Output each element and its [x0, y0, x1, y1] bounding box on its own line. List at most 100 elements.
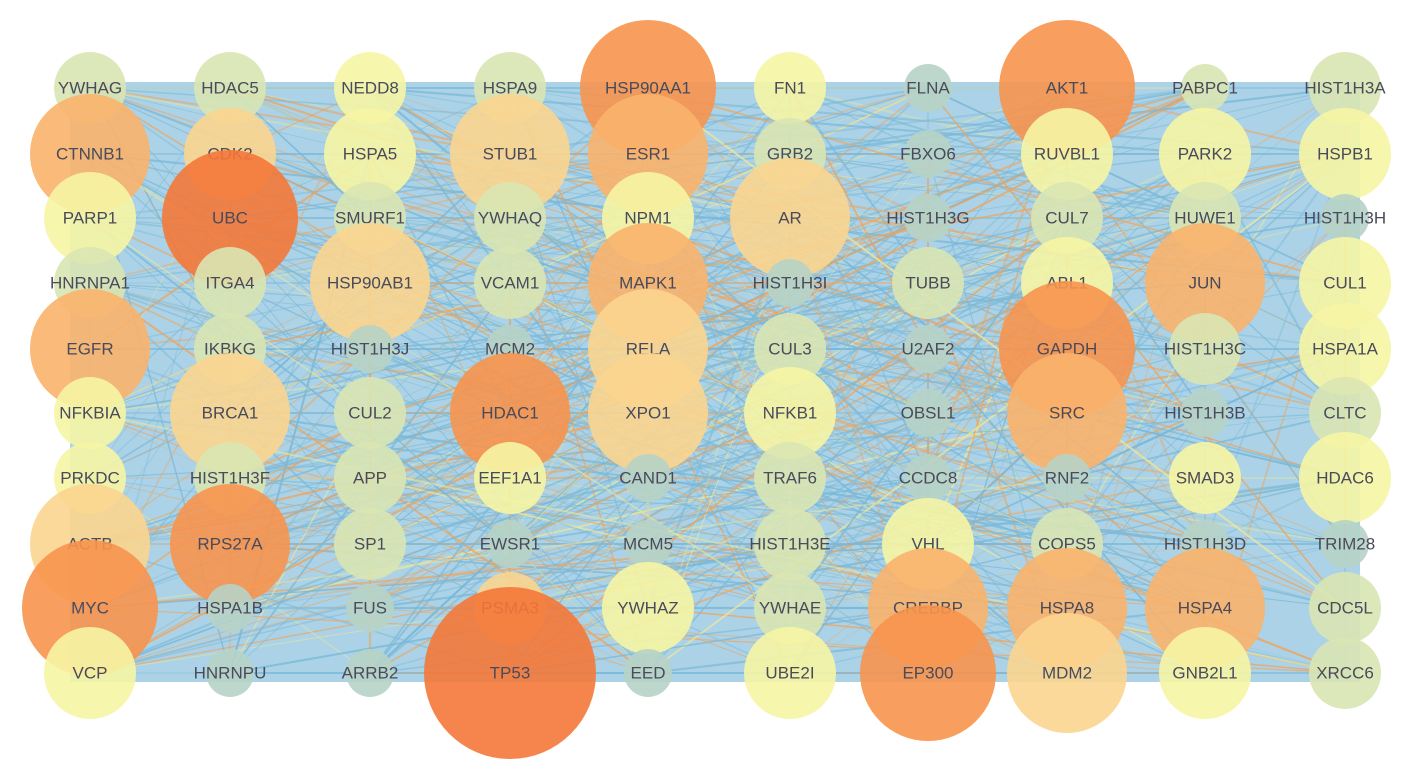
network-node[interactable]: VCP: [44, 627, 136, 719]
network-node[interactable]: SRC: [1007, 353, 1127, 473]
network-node[interactable]: HSPA1A: [1299, 303, 1391, 395]
node-circle[interactable]: [162, 150, 298, 286]
network-node[interactable]: AR: [730, 158, 850, 278]
network-node[interactable]: SMAD3: [1169, 442, 1241, 514]
network-node[interactable]: YWHAZ: [602, 562, 694, 654]
network-node[interactable]: MDM2: [1007, 613, 1127, 733]
node-circle[interactable]: [1299, 108, 1391, 200]
network-node[interactable]: APP: [334, 442, 406, 514]
node-circle[interactable]: [334, 52, 406, 124]
node-circle[interactable]: [450, 94, 570, 214]
node-circle[interactable]: [346, 584, 394, 632]
node-circle[interactable]: [346, 325, 394, 373]
network-node[interactable]: HSPB1: [1299, 108, 1391, 200]
node-circle[interactable]: [334, 442, 406, 514]
network-node[interactable]: ITGA4: [194, 247, 266, 319]
network-node[interactable]: HSPA4: [1145, 548, 1265, 668]
node-circle[interactable]: [904, 389, 952, 437]
node-circle[interactable]: [1007, 613, 1127, 733]
network-node[interactable]: CDC5L: [1309, 572, 1381, 644]
node-circle[interactable]: [1169, 442, 1241, 514]
node-circle[interactable]: [588, 353, 708, 473]
network-node[interactable]: NFKBIA: [54, 377, 126, 449]
network-node[interactable]: TRAF6: [754, 442, 826, 514]
node-circle[interactable]: [892, 247, 964, 319]
node-circle[interactable]: [54, 377, 126, 449]
node-circle[interactable]: [754, 442, 826, 514]
network-node[interactable]: STUB1: [450, 94, 570, 214]
node-circle[interactable]: [334, 377, 406, 449]
node-circle[interactable]: [22, 540, 158, 676]
node-circle[interactable]: [474, 182, 546, 254]
network-node[interactable]: NEDD8: [334, 52, 406, 124]
network-node[interactable]: HIST1H3B: [1164, 389, 1246, 437]
network-node[interactable]: HNRNPU: [194, 649, 267, 697]
node-circle[interactable]: [1007, 353, 1127, 473]
node-circle[interactable]: [1321, 194, 1369, 242]
node-circle[interactable]: [486, 520, 534, 568]
network-node[interactable]: EGFR: [30, 289, 150, 409]
node-circle[interactable]: [904, 64, 952, 112]
network-node[interactable]: PARP1: [44, 172, 136, 264]
node-circle[interactable]: [1321, 520, 1369, 568]
node-circle[interactable]: [730, 158, 850, 278]
node-circle[interactable]: [1309, 572, 1381, 644]
node-circle[interactable]: [1299, 432, 1391, 524]
node-circle[interactable]: [450, 353, 570, 473]
network-node[interactable]: UBE2I: [744, 627, 836, 719]
network-node[interactable]: HDAC5: [194, 52, 266, 124]
node-circle[interactable]: [1181, 389, 1229, 437]
network-node[interactable]: RPS27A: [170, 484, 290, 604]
node-circle[interactable]: [904, 194, 952, 242]
node-circle[interactable]: [170, 353, 290, 473]
node-circle[interactable]: [1145, 223, 1265, 343]
network-node[interactable]: CUL7: [1031, 182, 1103, 254]
node-circle[interactable]: [624, 520, 672, 568]
network-node[interactable]: BRCA1: [170, 353, 290, 473]
node-circle[interactable]: [904, 325, 952, 373]
network-node[interactable]: TUBB: [892, 247, 964, 319]
network-node[interactable]: ARRB2: [342, 649, 399, 697]
network-node[interactable]: NFKB1: [744, 367, 836, 459]
network-node[interactable]: PARK2: [1159, 108, 1251, 200]
network-node[interactable]: CUL2: [334, 377, 406, 449]
node-circle[interactable]: [346, 649, 394, 697]
network-node[interactable]: JUN: [1145, 223, 1265, 343]
network-node[interactable]: RUVBL1: [1021, 108, 1113, 200]
node-circle[interactable]: [474, 442, 546, 514]
network-node[interactable]: FLNA: [904, 64, 952, 112]
node-circle[interactable]: [1309, 637, 1381, 709]
node-circle[interactable]: [1299, 303, 1391, 395]
node-circle[interactable]: [1309, 52, 1381, 124]
network-node[interactable]: EEF1A1: [474, 442, 546, 514]
node-circle[interactable]: [424, 587, 596, 759]
node-circle[interactable]: [1159, 108, 1251, 200]
node-circle[interactable]: [1031, 182, 1103, 254]
node-circle[interactable]: [170, 484, 290, 604]
network-node[interactable]: HIST1H3A: [1304, 52, 1386, 124]
node-circle[interactable]: [334, 508, 406, 580]
node-circle[interactable]: [44, 172, 136, 264]
network-node[interactable]: YWHAE: [754, 572, 826, 644]
network-node[interactable]: HSPA1B: [197, 584, 263, 632]
network-node[interactable]: XRCC6: [1309, 637, 1381, 709]
node-circle[interactable]: [1145, 548, 1265, 668]
network-node[interactable]: FBXO6: [900, 130, 956, 178]
network-node[interactable]: HIST1H3C: [1164, 313, 1246, 385]
network-node[interactable]: CLTC: [1309, 377, 1381, 449]
network-node[interactable]: FN1: [754, 52, 826, 124]
network-node[interactable]: VCAM1: [474, 247, 546, 319]
network-node[interactable]: HSPA5: [324, 108, 416, 200]
node-circle[interactable]: [474, 247, 546, 319]
network-node[interactable]: SP1: [334, 508, 406, 580]
network-node[interactable]: EWSR1: [480, 520, 540, 568]
network-node[interactable]: HDAC1: [450, 353, 570, 473]
network-node[interactable]: HIST1H3H: [1304, 194, 1386, 242]
node-circle[interactable]: [1159, 627, 1251, 719]
network-node[interactable]: HIST1H3I: [753, 259, 828, 307]
network-node[interactable]: CUL3: [754, 313, 826, 385]
node-circle[interactable]: [324, 108, 416, 200]
network-node[interactable]: HIST1H3J: [331, 325, 409, 373]
node-circle[interactable]: [30, 289, 150, 409]
node-circle[interactable]: [744, 367, 836, 459]
